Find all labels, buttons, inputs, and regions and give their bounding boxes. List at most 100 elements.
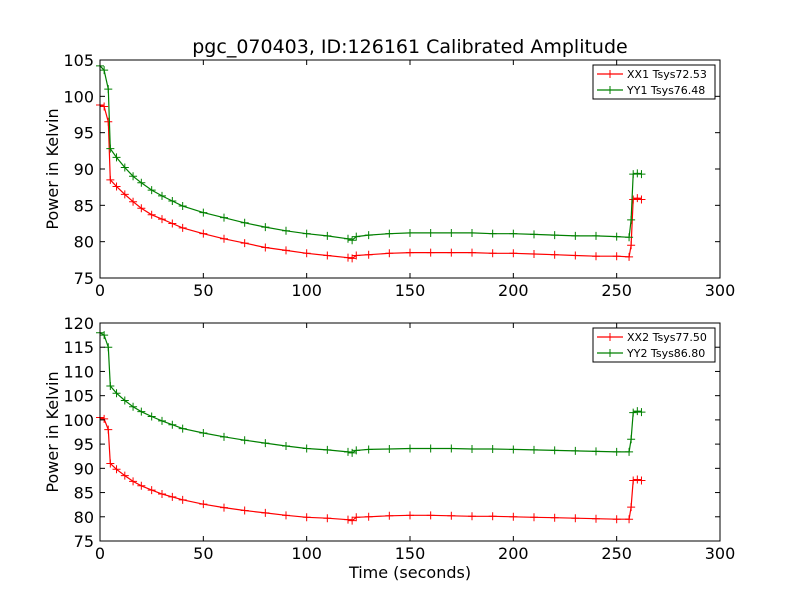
data-point-marker — [447, 511, 456, 520]
data-point-marker — [633, 407, 642, 416]
data-point-marker — [550, 513, 559, 522]
data-point-marker — [323, 445, 332, 454]
data-point-marker — [323, 251, 332, 260]
data-point-marker — [550, 446, 559, 455]
data-point-marker — [348, 448, 357, 457]
data-point-marker — [220, 503, 228, 512]
x-tick-label: 300 — [705, 544, 736, 563]
data-point-marker — [530, 513, 538, 522]
data-point-marker — [468, 512, 476, 521]
data-point-marker — [323, 514, 332, 523]
data-point-marker — [633, 194, 642, 203]
data-point-marker — [447, 228, 456, 237]
data-point-marker — [637, 170, 646, 179]
data-point-marker — [406, 511, 414, 520]
data-point-marker — [468, 248, 476, 257]
data-point-marker — [364, 250, 373, 259]
data-point-marker — [509, 249, 518, 258]
y-tick-label: 100 — [63, 87, 94, 106]
data-point-marker — [571, 231, 580, 240]
data-point-marker — [468, 228, 476, 237]
bottom-plot-panel: 0 50 100 150 200 250 300 75 80 85 90 95 100 105 110 115… — [43, 314, 735, 582]
x-tick-label: 200 — [498, 544, 529, 563]
data-point-marker — [625, 233, 634, 242]
y-tick-label: 105 — [63, 387, 94, 406]
data-point-marker — [530, 250, 538, 259]
y-tick-label: 80 — [74, 233, 94, 252]
data-point-marker — [592, 514, 600, 523]
data-point-marker — [344, 515, 352, 524]
data-point-marker — [120, 471, 129, 480]
data-point-marker — [629, 476, 638, 485]
data-point-marker — [282, 511, 290, 520]
x-tick-label: 250 — [601, 544, 632, 563]
data-point-marker — [100, 66, 109, 75]
data-point-marker — [120, 190, 129, 199]
y-tick-label: 115 — [63, 338, 94, 357]
data-point-marker — [120, 396, 129, 405]
y-tick-label: 100 — [63, 411, 94, 430]
data-point-marker — [348, 236, 357, 245]
legend-marker — [606, 70, 614, 78]
data-point-marker — [137, 407, 146, 416]
data-point-marker — [530, 230, 538, 239]
data-point-marker — [137, 178, 146, 187]
data-point-marker — [282, 246, 290, 255]
data-point-marker — [240, 239, 249, 248]
data-point-marker — [352, 251, 361, 260]
data-point-marker — [509, 229, 518, 238]
data-point-marker — [352, 446, 361, 455]
data-point-marker — [509, 445, 518, 454]
data-point-marker — [261, 223, 270, 232]
y-tick-label: 85 — [74, 484, 94, 503]
data-point-marker — [364, 445, 373, 454]
x-tick-label: 250 — [601, 281, 632, 300]
data-point-marker — [240, 506, 249, 515]
data-point-marker — [447, 444, 456, 453]
y-tick-label: 110 — [63, 362, 94, 381]
legend-entry: YY1 Tsys76.48 — [626, 84, 705, 97]
data-point-marker — [112, 182, 121, 191]
x-tick-label: 300 — [705, 281, 736, 300]
legend-entry: YY2 Tsys86.80 — [626, 347, 705, 360]
data-point-marker — [158, 191, 166, 200]
data-point-marker — [199, 229, 208, 238]
data-point-marker — [129, 402, 138, 411]
data-point-marker — [488, 249, 497, 258]
data-point-marker — [158, 416, 166, 425]
data-point-marker — [147, 486, 156, 495]
data-point-marker — [178, 424, 187, 433]
data-point-marker — [168, 196, 177, 205]
data-point-marker — [261, 243, 270, 252]
data-point-marker — [612, 515, 621, 524]
data-point-marker — [385, 249, 394, 258]
data-point-marker — [612, 232, 621, 241]
data-point-marker — [104, 425, 113, 434]
data-point-marker — [178, 202, 187, 211]
legend-marker — [606, 349, 614, 357]
data-point-marker — [385, 229, 394, 238]
data-point-marker — [168, 492, 177, 501]
y-axis-label: Power in Kelvin — [43, 371, 62, 492]
data-point-marker — [302, 249, 311, 258]
data-point-marker — [199, 500, 208, 509]
data-point-marker — [488, 229, 497, 238]
data-point-marker — [129, 197, 138, 206]
data-point-marker — [106, 381, 115, 390]
data-point-marker — [282, 442, 290, 451]
y-tick-label: 105 — [63, 51, 94, 70]
data-point-marker — [112, 153, 121, 162]
data-point-marker — [344, 253, 352, 262]
data-point-marker — [323, 231, 332, 240]
data-point-marker — [509, 512, 518, 521]
data-point-marker — [530, 445, 538, 454]
data-point-marker — [106, 459, 115, 468]
data-point-marker — [571, 251, 580, 260]
y-tick-label: 75 — [74, 269, 94, 288]
data-point-marker — [261, 508, 270, 517]
x-tick-label: 200 — [498, 281, 529, 300]
data-point-marker — [447, 248, 456, 257]
data-point-marker — [199, 428, 208, 437]
data-point-marker — [158, 215, 166, 224]
